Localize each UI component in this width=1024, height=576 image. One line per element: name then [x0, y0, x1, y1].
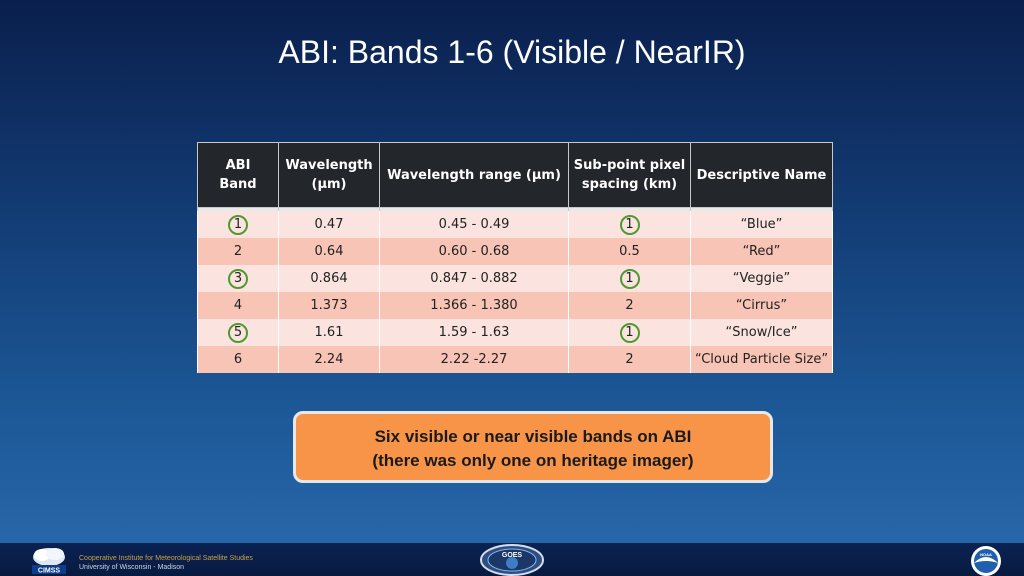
- callout-box: Six visible or near visible bands on ABI…: [293, 411, 773, 483]
- abi-bands-table: ABI Band Wavelength (µm) Wavelength range …: [197, 142, 833, 373]
- cell-text: 0.60 - 0.68: [438, 244, 510, 259]
- cimss-name: Cooperative Institute for Meteorological…: [79, 555, 253, 562]
- highlight-circle: [228, 322, 248, 343]
- name-cell: “Cloud Particle Size”: [690, 346, 833, 373]
- table-header-row: ABI Band Wavelength (µm) Wavelength range …: [197, 142, 833, 208]
- header-wavelength: Wavelength (µm): [278, 142, 380, 208]
- callout-line-1: Six visible or near visible bands on ABI: [374, 427, 692, 446]
- spacing-cell: 2: [568, 292, 691, 319]
- name-cell: “Snow/Ice”: [690, 319, 833, 346]
- header-line: (µm): [311, 177, 347, 192]
- header-line: Wavelength: [285, 158, 373, 173]
- cell-text: 1.59 - 1.63: [438, 325, 510, 340]
- header-pixel-spacing: Sub-point pixel spacing (km): [568, 142, 691, 208]
- spacing-cell: 1: [568, 319, 691, 346]
- range-cell: 2.22 -2.27: [379, 346, 569, 373]
- cimss-caption: Cooperative Institute for Meteorological…: [79, 554, 253, 572]
- cell-text: 0.45 - 0.49: [438, 217, 510, 232]
- cell-text: “Cirrus”: [735, 298, 788, 313]
- header-line: spacing (km): [581, 177, 678, 192]
- noaa-logo: NOAA: [971, 546, 1001, 576]
- cell-text: “Blue”: [740, 217, 783, 232]
- wavelength-cell: 1.373: [278, 292, 380, 319]
- cell-text: 2: [233, 244, 243, 259]
- band-cell: 4: [197, 292, 279, 319]
- cell-text: 1.373: [310, 298, 348, 313]
- wavelength-cell: 0.64: [278, 238, 380, 265]
- range-cell: 0.60 - 0.68: [379, 238, 569, 265]
- table-row: 6 2.24 2.22 -2.27 2 “Cloud Particle Size”: [197, 346, 833, 373]
- cell-text: 0.5: [619, 244, 640, 259]
- goes-r-logo: GOES: [480, 544, 544, 576]
- wavelength-cell: 0.864: [278, 265, 380, 292]
- table-row: 1 0.47 0.45 - 0.49 1 “Blue”: [197, 211, 833, 238]
- cell-text: “Red”: [742, 244, 781, 259]
- name-cell: “Cirrus”: [690, 292, 833, 319]
- header-spacer: [197, 207, 833, 211]
- range-cell: 1.366 - 1.380: [379, 292, 569, 319]
- cell-text: 6: [233, 352, 243, 367]
- cell-text: 2: [625, 298, 634, 313]
- table-row: 3 0.864 0.847 - 0.882 1 “Veggie”: [197, 265, 833, 292]
- header-line: Wavelength range (µm): [387, 167, 561, 183]
- spacing-cell: 1: [568, 265, 691, 292]
- spacing-cell: 1: [568, 211, 691, 238]
- table-row: 4 1.373 1.366 - 1.380 2 “Cirrus”: [197, 292, 833, 319]
- noaa-logo-text: NOAA: [980, 552, 992, 557]
- name-cell: “Red”: [690, 238, 833, 265]
- highlight-circle: [619, 214, 640, 235]
- goes-logo-text: GOES: [502, 552, 523, 559]
- cell-text: 1.366 - 1.380: [430, 298, 518, 313]
- cell-text: 0.47: [314, 217, 344, 232]
- cell-text: “Veggie”: [732, 271, 791, 286]
- range-cell: 0.45 - 0.49: [379, 211, 569, 238]
- header-wavelength-range: Wavelength range (µm): [379, 142, 569, 208]
- cell-text: 4: [233, 298, 243, 313]
- cell-text: 2.22 -2.27: [440, 352, 508, 367]
- university-name: University of Wisconsin - Madison: [79, 564, 185, 571]
- slide-title: ABI: Bands 1-6 (Visible / NearIR): [278, 34, 746, 70]
- band-cell: 5: [197, 319, 279, 346]
- cell-text: “Snow/Ice”: [725, 325, 798, 340]
- wavelength-cell: 2.24: [278, 346, 380, 373]
- range-cell: 1.59 - 1.63: [379, 319, 569, 346]
- cell-text: “Cloud Particle Size”: [694, 352, 829, 367]
- table-row: 5 1.61 1.59 - 1.63 1 “Snow/Ice”: [197, 319, 833, 346]
- wavelength-cell: 1.61: [278, 319, 380, 346]
- table-body: 1 0.47 0.45 - 0.49 1 “Blue” 2 0.64 0.60 - 0.68 0…: [197, 207, 833, 373]
- cell-text: 1.61: [314, 325, 344, 340]
- cell-text: 0.864: [310, 271, 348, 286]
- band-cell: 3: [197, 265, 279, 292]
- highlight-circle: [619, 268, 640, 289]
- highlight-circle: [228, 214, 248, 235]
- header-abi-band: ABI Band: [197, 142, 279, 208]
- callout-line-2: (there was only one on heritage imager): [372, 451, 694, 470]
- header-line: Sub-point pixel: [573, 158, 686, 173]
- header-line: Band: [219, 177, 257, 192]
- name-cell: “Veggie”: [690, 265, 833, 292]
- highlight-circle: [228, 268, 248, 289]
- spacing-cell: 0.5: [568, 238, 691, 265]
- header-descriptive-name: Descriptive Name: [690, 142, 833, 208]
- cimss-logo: CIMSS: [32, 548, 66, 575]
- range-cell: 0.847 - 0.882: [379, 265, 569, 292]
- spacing-cell: 2: [568, 346, 691, 373]
- band-cell: 2: [197, 238, 279, 265]
- highlight-circle: [619, 322, 640, 343]
- cell-text: 2.24: [314, 352, 344, 367]
- band-cell: 1: [197, 211, 279, 238]
- name-cell: “Blue”: [690, 211, 833, 238]
- table-row: 2 0.64 0.60 - 0.68 0.5 “Red”: [197, 238, 833, 265]
- wavelength-cell: 0.47: [278, 211, 380, 238]
- header-line: Descriptive Name: [696, 167, 827, 183]
- cell-text: 0.847 - 0.882: [430, 271, 518, 286]
- cimss-logo-text: CIMSS: [38, 568, 61, 575]
- cell-text: 2: [625, 352, 634, 367]
- cell-text: 0.64: [314, 244, 344, 259]
- header-line: ABI: [225, 158, 251, 173]
- band-cell: 6: [197, 346, 279, 373]
